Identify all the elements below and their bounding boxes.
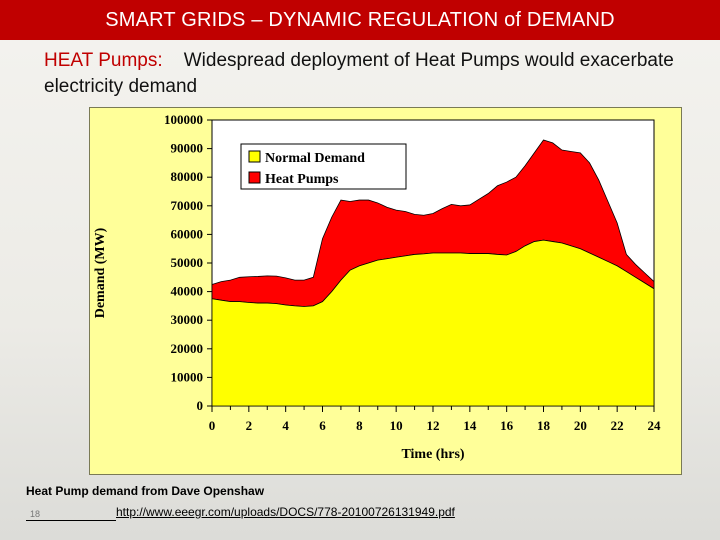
subtitle-highlight: HEAT Pumps:: [44, 50, 163, 71]
legend-box: [240, 143, 407, 190]
slide-subtitle: HEAT Pumps: Widespread deployment of Hea…: [44, 48, 704, 100]
legend-label-normal-demand: Normal Demand: [265, 151, 365, 166]
legend-label-heat-pumps: Heat Pumps: [265, 172, 339, 187]
y-tick-label: 70000: [171, 198, 204, 213]
x-tick-label: 18: [537, 418, 551, 433]
y-tick-label: 100000: [164, 112, 203, 127]
slide-number: 18: [30, 509, 41, 519]
y-tick-label: 30000: [171, 312, 204, 327]
y-tick-label: 20000: [171, 341, 204, 356]
y-tick-label: 90000: [171, 141, 204, 156]
x-tick-label: 22: [611, 418, 624, 433]
x-tick-label: 10: [390, 418, 403, 433]
y-tick-label: 60000: [171, 226, 204, 241]
y-tick-label: 10000: [171, 369, 204, 384]
x-axis-label: Time (hrs): [401, 447, 464, 462]
subtitle-text: Widespread deployment of Heat Pumps woul…: [44, 50, 674, 97]
legend-swatch-heat-pumps: [248, 171, 261, 184]
source-link[interactable]: http://www.eeegr.com/uploads/DOCS/778-20…: [116, 505, 455, 519]
x-tick-label: 4: [282, 418, 289, 433]
legend-swatch-normal-demand: [248, 150, 261, 163]
x-tick-label: 24: [648, 418, 662, 433]
x-tick-label: 14: [463, 418, 477, 433]
x-tick-label: 20: [574, 418, 587, 433]
x-tick-label: 6: [319, 418, 326, 433]
y-axis-label: Demand (MW): [93, 227, 108, 318]
x-tick-label: 2: [246, 418, 253, 433]
link-underline-pad: [26, 520, 116, 521]
demand-area-chart: 0 10000 20000 30000 40000 50000 60000 70000 8000…: [93, 112, 662, 462]
y-tick-label: 40000: [171, 284, 204, 299]
chart-panel: 0 10000 20000 30000 40000 50000 60000 70000 8000…: [89, 107, 682, 475]
y-tick-label: 80000: [171, 169, 204, 184]
x-tick-label: 12: [427, 418, 440, 433]
y-tick-label: 50000: [171, 255, 204, 270]
source-text: Heat Pump demand from Dave Openshaw: [26, 484, 265, 498]
x-tick-label: 16: [500, 418, 513, 433]
x-tick-label: 0: [209, 418, 216, 433]
x-tick-label: 8: [356, 418, 363, 433]
y-tick-label: 0: [197, 398, 204, 413]
slide-title: SMART GRIDS – DYNAMIC REGULATION of DEMA…: [0, 0, 720, 40]
